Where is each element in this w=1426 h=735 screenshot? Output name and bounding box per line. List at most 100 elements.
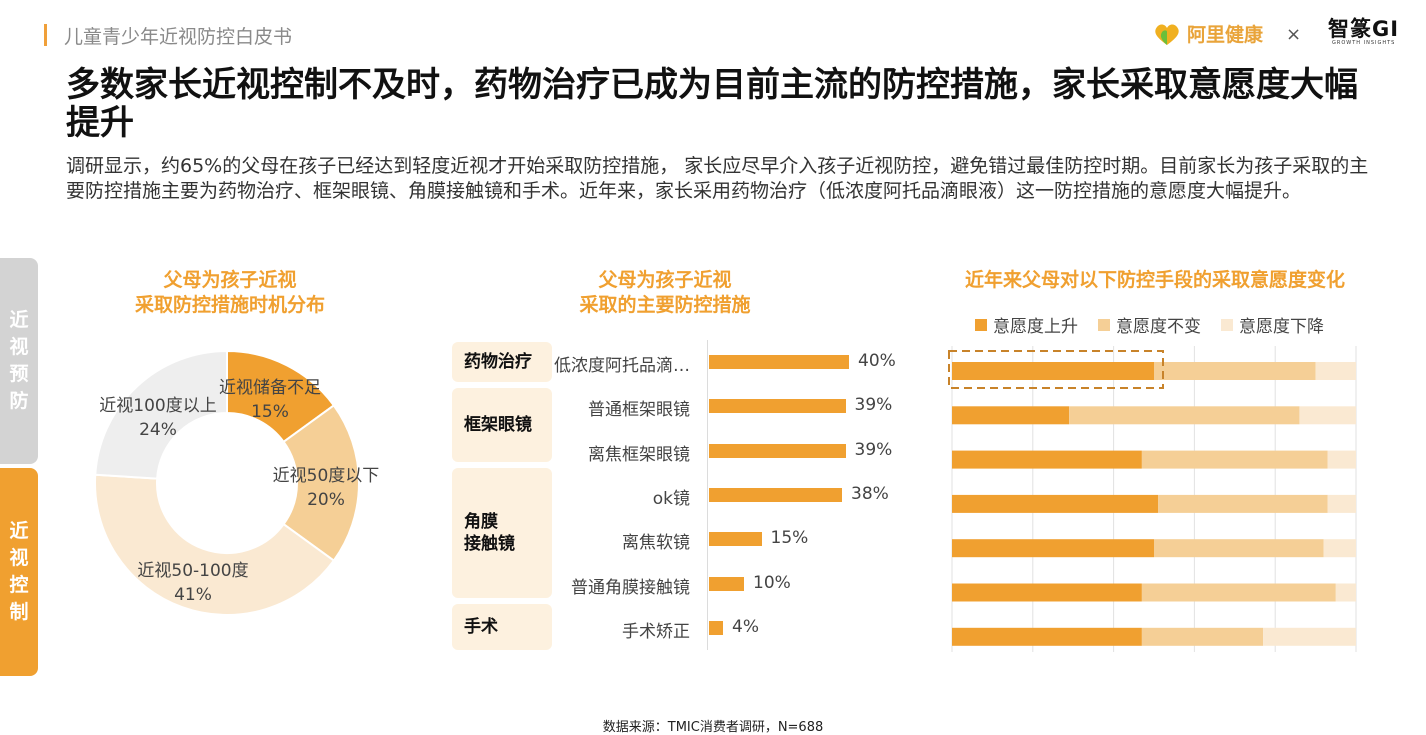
willingness-chart-title: 近年来父母对以下防控手段的采取意愿度变化 [964,269,1345,291]
donut-slice-1 [282,404,360,562]
heart-logo-icon [1155,23,1179,45]
measure-value: 4% [732,616,759,637]
measures-chart-title: 父母为孩子近视 采取的主要防控措施 [540,268,790,318]
donut-title-line2: 采取防控措施时机分布 [134,294,325,316]
donut-label-2: 近视50-100度 41% [123,559,263,607]
stack-bar-segment-0 [952,362,1154,380]
stack-bar-segment-1 [1141,627,1264,646]
donut-label-3: 近视100度以上 24% [88,394,228,442]
measure-bar [709,576,744,591]
measure-value: 40% [858,351,896,371]
stack-bar-segment-2 [1327,450,1356,469]
stack-bar-segment-0 [952,539,1154,558]
alihealth-logo-text: 阿里健康 [1187,24,1264,46]
legend-item-up: 意愿度上升 [975,312,1078,337]
measure-group-label-3: 手术 [464,617,498,637]
measure-bar [709,620,723,635]
side-tab-prevention[interactable]: 近视预防 [0,258,38,464]
donut-label-value-3: 24% [139,420,177,440]
growth-insights-logo-sub: GROWTH INSIGHTS [1332,40,1396,46]
measure-value: 15% [770,528,809,549]
measure-group-box-0 [452,342,552,382]
measure-item-label: 离焦框架眼镜 [588,444,690,465]
measure-item-label: ok镜 [652,488,690,509]
measure-value: 39% [854,439,893,460]
measure-group-box-2 [452,468,552,598]
measure-item-label: 低浓度阿托品滴… [554,356,690,376]
measure-item-label: 手术矫正 [622,621,690,642]
stack-bar-segment-1 [1154,539,1324,558]
measure-value: 10% [753,572,791,593]
stack-bar-segment-0 [952,627,1142,646]
legend-item-same: 意愿度不变 [1098,312,1201,337]
donut-label-value-0: 15% [251,402,289,422]
measure-group-box-3 [452,604,552,650]
measure-item-label: 普通角膜接触镜 [571,577,690,598]
stack-bar-segment-2 [1315,362,1356,380]
legend-label-same: 意愿度不变 [1116,317,1201,337]
stack-bar-segment-1 [1141,450,1328,469]
donut-label-name-2: 近视50-100度 [137,561,249,581]
stack-bar-segment-1 [1069,406,1300,425]
stack-bar-segment-2 [1263,627,1356,646]
donut-label-0: 近视储备不足 15% [200,376,340,424]
legend-item-down: 意愿度下降 [1221,312,1324,337]
stack-bar-segment-1 [1141,583,1336,602]
stack-bar-segment-2 [1299,406,1356,425]
measure-group-label-line2: 接触镜 [464,534,515,554]
donut-label-1: 近视50度以下 20% [256,464,396,512]
growth-insights-logo-text: 智篆GI [1328,17,1400,41]
legend-label-up: 意愿度上升 [993,317,1078,337]
measure-group-label-2: 角膜 接触镜 [464,511,515,555]
measure-group-box-1 [452,388,552,462]
legend-swatch-up [975,318,987,331]
measures-title-line1: 父母为孩子近视 [598,269,732,291]
measure-value: 39% [854,395,893,416]
measure-group-label-line1: 角膜 [464,512,498,532]
stack-bar-segment-2 [1327,494,1356,513]
donut-title-line1: 父母为孩子近视 [163,269,297,291]
stack-bar-segment-0 [952,406,1070,425]
measures-axis [707,340,708,650]
measure-value: 38% [851,483,889,504]
stack-bar-segment-1 [1158,494,1328,513]
logo-separator: × [1286,24,1302,45]
report-title: 儿童青少年近视防控白皮书 [64,26,293,48]
alihealth-logo: 阿里健康 [1153,20,1263,47]
highlight-dashed-box [948,350,1164,389]
donut-chart-title: 父母为孩子近视 采取防控措施时机分布 [100,268,360,318]
measure-bar [709,487,842,502]
donut-slice-2 [94,473,336,616]
donut-label-name-1: 近视50度以下 [272,466,380,486]
measure-bar [709,532,762,547]
donut-label-name-3: 近视100度以上 [99,396,217,416]
page-description: 调研显示，约65%的父母在孩子已经达到轻度近视才开始采取防控措施， 家长应尽早介… [66,155,1369,202]
legend-swatch-down [1221,318,1233,331]
measure-bar [709,399,846,414]
stack-bar-segment-0 [952,583,1142,602]
page-title: 多数家长近视控制不及时，药物治疗已成为目前主流的防控措施，家长采取意愿度大幅提升 [66,65,1358,143]
data-source-note: 数据来源：TMIC消费者调研，N=688 [602,720,824,735]
stack-bar-segment-2 [1335,583,1356,602]
stack-bar-segment-1 [1154,362,1316,380]
donut-slice-3 [94,349,228,480]
measure-item-label: 离焦软镜 [622,533,690,554]
growth-insights-logo: 智篆GI GROWTH INSIGHTS [1328,18,1399,46]
side-tab-control-label: 近视控制 [9,520,29,623]
legend-label-down: 意愿度下降 [1239,317,1324,337]
side-tab-prevention-label: 近视预防 [9,309,29,412]
measure-group-label-0: 药物治疗 [464,352,532,372]
measure-bar [709,355,849,369]
measure-group-label-1: 框架眼镜 [464,415,532,435]
measures-title-line2: 采取的主要防控措施 [579,294,751,316]
legend-swatch-same [1098,318,1110,331]
stack-bar-segment-0 [952,494,1159,513]
measure-bar [709,443,846,458]
header-accent-bar [44,24,47,46]
measure-item-label: 普通框架眼镜 [588,400,690,421]
side-tab-control[interactable]: 近视控制 [0,468,38,676]
willingness-legend: 意愿度上升 意愿度不变 意愿度下降 [975,312,1324,337]
donut-label-value-2: 41% [174,585,212,605]
donut-label-value-1: 20% [307,490,345,510]
